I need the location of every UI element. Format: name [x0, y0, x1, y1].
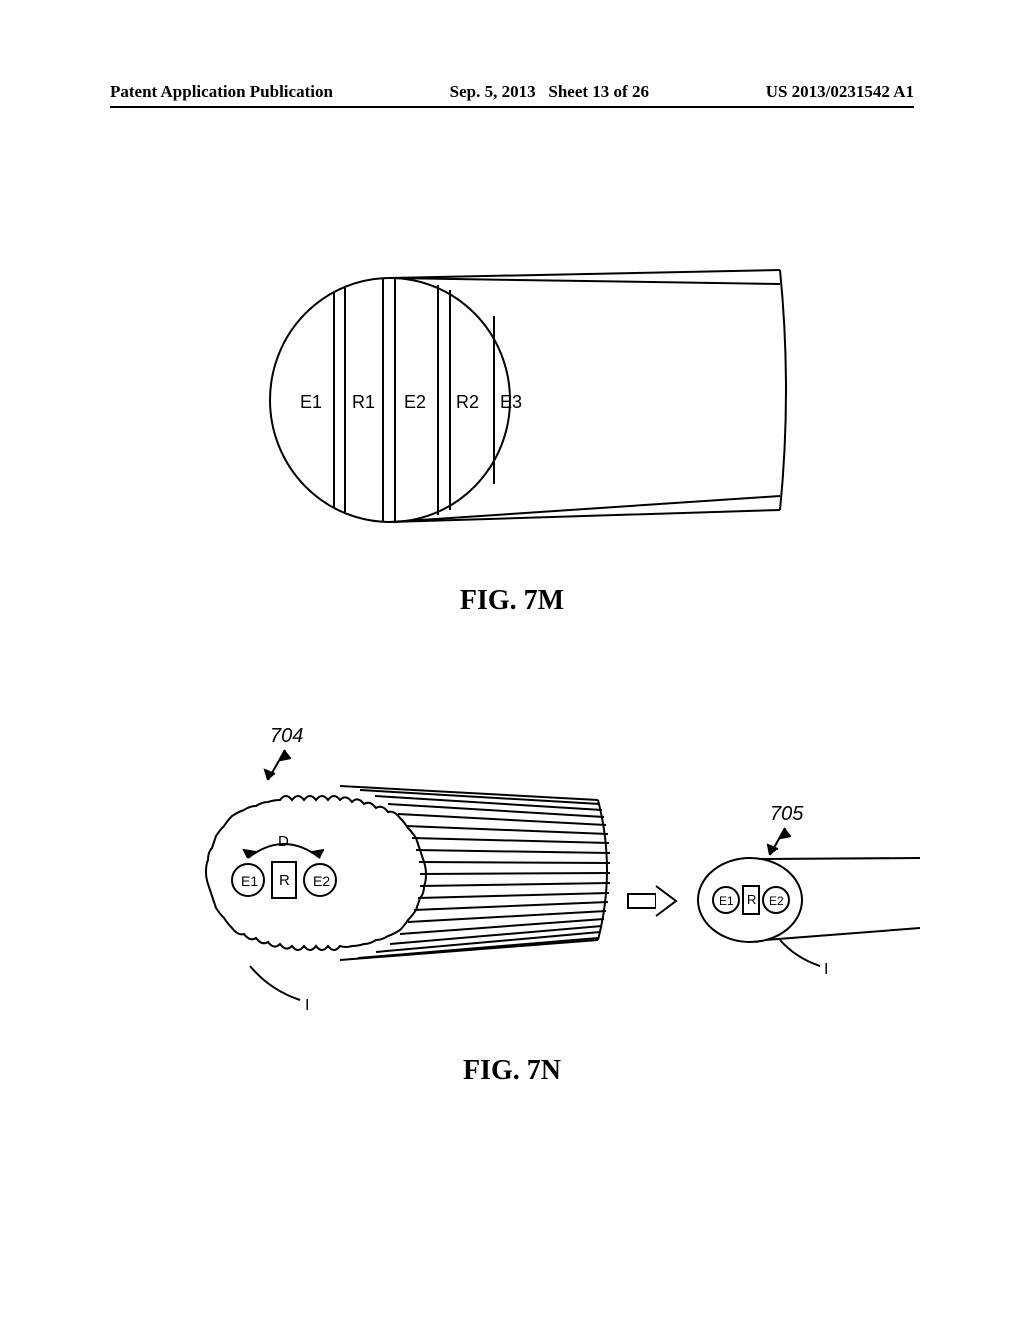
- header-center: Sep. 5, 2013 Sheet 13 of 26: [450, 82, 649, 102]
- fig7n-right-e2: E2: [769, 894, 784, 908]
- fig7n-right-e1: E1: [719, 894, 734, 908]
- figure-7m-caption: FIG. 7M: [0, 585, 1024, 617]
- fig7n-left-lead: 704: [270, 725, 303, 747]
- fig7n-left-i: I: [305, 997, 309, 1014]
- page-header: Patent Application Publication Sep. 5, 2…: [0, 82, 1024, 102]
- fig7m-label-e3: E3: [500, 392, 522, 412]
- fig7n-right-lead: 705: [770, 803, 804, 825]
- header-right: US 2013/0231542 A1: [766, 82, 914, 102]
- fig7m-label-r1: R1: [352, 392, 375, 412]
- figure-7n-caption: FIG. 7N: [0, 1055, 1024, 1087]
- fig7n-left-d: D: [278, 833, 289, 850]
- fig7n-right-r: R: [747, 892, 756, 907]
- transition-arrow-icon: [628, 886, 676, 916]
- figure-7m-drawing: E1 R1 E2 R2 E3: [0, 250, 1024, 580]
- fig7n-left-e2: E2: [313, 873, 330, 889]
- header-rule: [110, 106, 914, 108]
- fig7m-label-r2: R2: [456, 392, 479, 412]
- fig7n-left-e1: E1: [241, 873, 258, 889]
- fig7n-right-i: I: [824, 961, 828, 978]
- fig7m-label-e1: E1: [300, 392, 322, 412]
- figure-7n-drawing: E1 E2 R D 704 I E1 E2 R 705: [0, 710, 1024, 1050]
- figure-7m: E1 R1 E2 R2 E3 FIG. 7M: [0, 250, 1024, 617]
- figure-7n: E1 E2 R D 704 I E1 E2 R 705: [0, 710, 1024, 1087]
- fig7n-left-r: R: [279, 872, 290, 889]
- header-left: Patent Application Publication: [110, 82, 333, 102]
- fig7m-label-e2: E2: [404, 392, 426, 412]
